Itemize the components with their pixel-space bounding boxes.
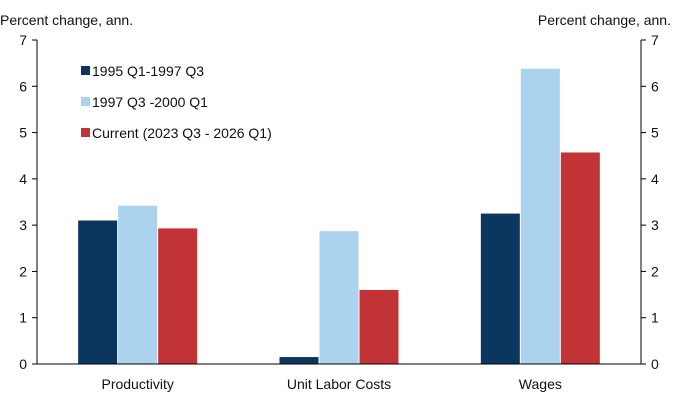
legend-label: 1995 Q1-1997 Q3: [92, 63, 204, 79]
category-label: Wages: [519, 376, 562, 392]
legend-swatch: [81, 97, 90, 106]
right-tick-label: 7: [651, 32, 659, 48]
right-tick-label: 0: [651, 356, 659, 372]
left-tick-label: 1: [19, 310, 27, 326]
left-tick-label: 3: [19, 217, 27, 233]
left-tick-label: 7: [19, 32, 27, 48]
right-tick-label: 6: [651, 78, 659, 94]
right-tick-label: 4: [651, 171, 659, 187]
left-tick-label: 0: [19, 356, 27, 372]
bar: [118, 205, 158, 364]
right-axis-title: Percent change, ann.: [538, 12, 671, 28]
right-tick-label: 5: [651, 125, 659, 141]
left-tick-label: 2: [19, 263, 27, 279]
bar: [480, 213, 520, 364]
bar: [78, 220, 118, 364]
bars-group: [78, 68, 600, 364]
legend: 1995 Q1-1997 Q3 1997 Q3 -2000 Q1 Current (…: [81, 63, 272, 141]
legend-label: 1997 Q3 -2000 Q1: [92, 94, 208, 110]
legend-swatch: [81, 128, 90, 137]
bar: [520, 68, 560, 364]
category-label: Unit Labor Costs: [287, 376, 391, 392]
bar: [158, 228, 198, 364]
right-tick-label: 1: [651, 310, 659, 326]
left-axis-title: Percent change, ann.: [0, 12, 133, 28]
right-tick-label: 3: [651, 217, 659, 233]
axis-ticks-group: 0 0 1 1 2 2 3 3 4 4 5 5 6 6 7 7: [19, 32, 659, 372]
right-tick-label: 2: [651, 263, 659, 279]
bar: [279, 357, 319, 364]
bar: [319, 231, 359, 364]
category-label: Productivity: [101, 376, 173, 392]
legend-label: Current (2023 Q3 - 2026 Q1): [92, 125, 272, 141]
bar: [359, 289, 399, 364]
left-tick-label: 6: [19, 78, 27, 94]
legend-swatch: [81, 66, 90, 75]
category-labels-group: Productivity Unit Labor Costs Wages: [101, 376, 561, 392]
bar: [560, 152, 600, 364]
left-tick-label: 4: [19, 171, 27, 187]
left-tick-label: 5: [19, 125, 27, 141]
